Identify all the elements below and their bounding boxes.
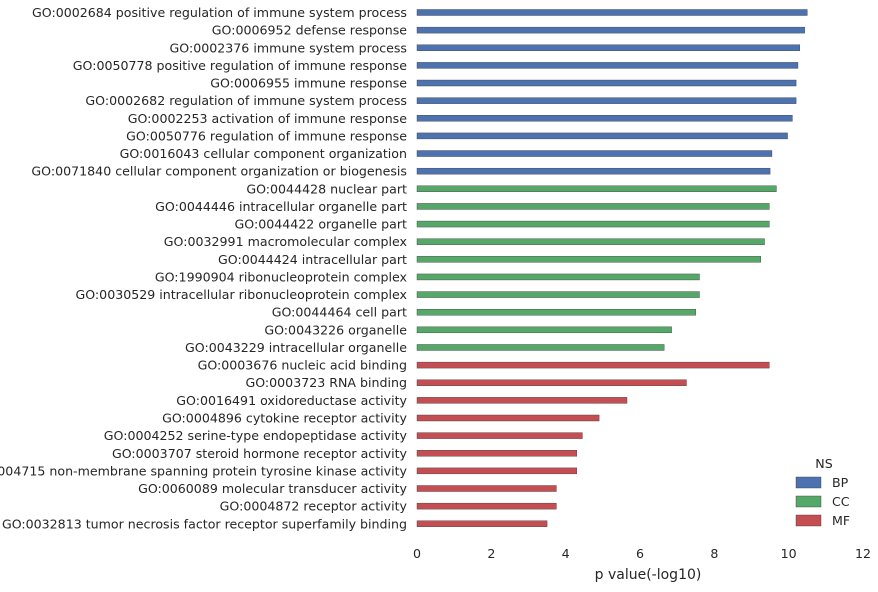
category-label: GO:0002376 immune system process — [170, 40, 407, 55]
bar-cc — [416, 256, 761, 263]
bar-cc — [416, 203, 770, 210]
x-axis-title: p value(-log10) — [595, 567, 702, 583]
legend-label-mf: MF — [832, 513, 850, 528]
category-label: GO:0044428 nuclear part — [246, 181, 407, 196]
bar-bp — [416, 97, 797, 104]
bar-cc — [416, 238, 765, 245]
category-label: GO:0050778 positive regulation of immune… — [73, 58, 407, 73]
category-labels: GO:0002684 positive regulation of immune… — [0, 5, 408, 531]
category-label: GO:0002682 regulation of immune system p… — [85, 93, 407, 108]
bar-bp — [416, 9, 808, 16]
category-label: GO:0032813 tumor necrosis factor recepto… — [2, 516, 407, 531]
category-label: GO:0003723 RNA binding — [245, 375, 407, 390]
bar-mf — [416, 397, 628, 404]
legend-label-bp: BP — [832, 475, 849, 490]
category-label: GO:0071840 cellular component organizati… — [31, 164, 407, 179]
bar-mf — [416, 450, 578, 457]
legend-title: NS — [815, 456, 832, 471]
category-label: GO:0044424 intracellular part — [218, 252, 407, 267]
category-label: GO:0004896 cytokine receptor activity — [162, 410, 407, 425]
category-label: GO:0060089 molecular transducer activity — [138, 481, 407, 496]
x-tick-label: 12 — [855, 546, 871, 561]
bar-mf — [416, 361, 770, 369]
bar-mf — [416, 432, 583, 439]
x-axis: 0 2 4 6 8 10 12 — [413, 546, 871, 561]
category-label: GO:0044464 cell part — [272, 305, 407, 320]
bar-cc — [416, 185, 777, 193]
category-label: GO:0044446 intracellular organelle part — [155, 199, 407, 214]
bar-bp — [416, 167, 771, 175]
bars-layer — [416, 9, 808, 527]
bar-mf — [416, 485, 557, 492]
category-label: GO:0006952 defense response — [212, 23, 407, 38]
bar-mf — [416, 414, 600, 422]
bar-cc — [416, 291, 700, 298]
category-label: GO:0006955 immune response — [210, 76, 407, 91]
x-tick-label: 8 — [710, 546, 718, 561]
category-label: GO:0004252 serine-type endopeptidase act… — [104, 428, 408, 443]
bar-mf — [416, 520, 548, 527]
category-label: GO:0002253 activation of immune response — [128, 111, 408, 126]
bar-cc — [416, 344, 665, 351]
legend: NS BP CC MF — [795, 456, 850, 528]
category-label: GO:0016491 oxidoreductase activity — [176, 393, 407, 408]
x-tick-label: 4 — [562, 546, 570, 561]
category-label: GO:0032991 macromolecular complex — [164, 234, 408, 249]
category-label: GO:0003707 steroid hormone receptor acti… — [112, 446, 408, 461]
bar-cc — [416, 309, 696, 316]
bar-bp — [416, 26, 805, 34]
category-label: GO:1990904 ribonucleoprotein complex — [155, 269, 408, 284]
category-label: GO:0043229 intracellular organelle — [185, 340, 407, 355]
bar-cc — [416, 326, 672, 334]
x-tick-label: 10 — [781, 546, 797, 561]
bar-mf — [416, 379, 687, 386]
legend-label-cc: CC — [832, 494, 850, 509]
category-label: GO:0030529 intracellular ribonucleoprote… — [75, 287, 407, 302]
bar-mf — [416, 502, 557, 510]
bar-bp — [416, 44, 801, 51]
legend-swatch-bp — [795, 476, 822, 489]
category-label: GO:0043226 organelle — [264, 322, 407, 337]
bar-cc — [416, 273, 700, 281]
legend-swatch-mf — [795, 514, 822, 527]
bar-bp — [416, 115, 793, 122]
category-label: GO:0002684 positive regulation of immune… — [32, 5, 407, 20]
bar-bp — [416, 79, 797, 87]
legend-swatch-cc — [795, 495, 822, 508]
bar-bp — [416, 62, 799, 69]
x-tick-label: 2 — [487, 546, 495, 561]
category-label: GO:0004715 non-membrane spanning protein… — [0, 463, 408, 478]
bar-mf — [416, 467, 578, 475]
category-label: GO:0044422 organelle part — [235, 217, 408, 232]
x-tick-label: 6 — [636, 546, 644, 561]
bar-bp — [416, 132, 788, 140]
bar-cc — [416, 220, 770, 228]
bar-bp — [416, 150, 773, 157]
category-label: GO:0016043 cellular component organizati… — [120, 146, 407, 161]
category-label: GO:0003676 nucleic acid binding — [198, 358, 407, 373]
category-label: GO:0050776 regulation of immune response — [126, 128, 407, 143]
category-label: GO:0004872 receptor activity — [220, 499, 408, 514]
x-tick-label: 0 — [413, 546, 421, 561]
